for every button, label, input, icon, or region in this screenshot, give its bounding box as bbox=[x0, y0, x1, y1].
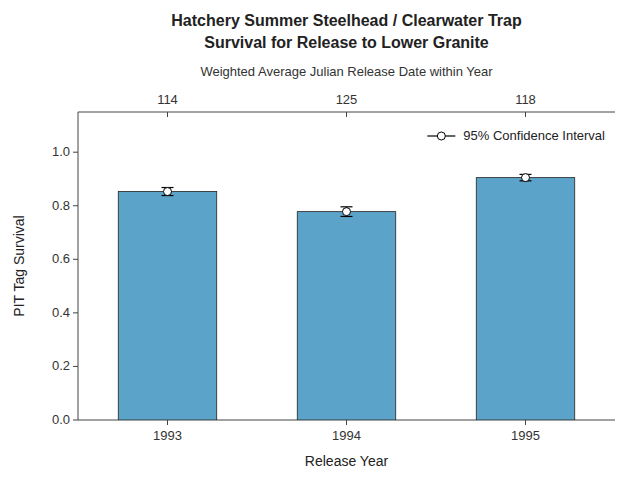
y-tick bbox=[73, 312, 78, 313]
y-tick-label: 0.2 bbox=[52, 358, 70, 373]
y-tick bbox=[73, 152, 78, 153]
error-point bbox=[343, 208, 351, 216]
x-axis: 1993 1994 1995 bbox=[78, 420, 615, 443]
y-tick bbox=[73, 420, 78, 421]
error-bar bbox=[341, 207, 353, 217]
x2-axis-label: Weighted Average Julian Release Date wit… bbox=[200, 64, 493, 79]
x-tick-label: 1995 bbox=[511, 428, 540, 443]
y-tick-label: 0.8 bbox=[52, 198, 70, 213]
y-tick bbox=[73, 205, 78, 206]
bar bbox=[297, 212, 395, 420]
x-tick bbox=[525, 420, 526, 425]
error-point bbox=[522, 174, 530, 182]
bar bbox=[118, 192, 216, 420]
error-point bbox=[164, 188, 172, 196]
y-tick bbox=[73, 366, 78, 367]
y-tick-label: 0.0 bbox=[52, 412, 70, 427]
y-tick bbox=[73, 259, 78, 260]
y-axis: 0.0 0.2 0.4 0.6 0.8 1.0 bbox=[52, 112, 78, 427]
legend: 95% Confidence Interval bbox=[427, 128, 605, 143]
bar bbox=[476, 178, 574, 420]
legend-label: 95% Confidence Interval bbox=[463, 128, 605, 143]
x2-axis: 114 125 118 bbox=[78, 92, 615, 117]
error-bar bbox=[162, 188, 174, 196]
y-axis-line bbox=[78, 112, 79, 420]
y-tick-label: 0.6 bbox=[52, 251, 70, 266]
legend-marker bbox=[437, 132, 445, 140]
chart: Hatchery Summer Steelhead / Clearwater T… bbox=[0, 0, 640, 480]
x2-tick-label: 125 bbox=[336, 92, 358, 107]
subtitle: Survival for Release to Lower Granite bbox=[204, 34, 489, 51]
x-tick bbox=[346, 420, 347, 425]
x-tick-label: 1993 bbox=[153, 428, 182, 443]
title: Hatchery Summer Steelhead / Clearwater T… bbox=[171, 12, 522, 29]
x2-tick bbox=[525, 112, 526, 117]
y-axis-label: PIT Tag Survival bbox=[11, 215, 27, 316]
error-bar bbox=[520, 174, 532, 182]
x-axis-label: Release Year bbox=[305, 453, 389, 469]
x-tick-label: 1994 bbox=[332, 428, 361, 443]
x2-tick bbox=[346, 112, 347, 117]
y-tick-label: 0.4 bbox=[52, 305, 70, 320]
x-tick bbox=[167, 420, 168, 425]
x2-tick-label: 114 bbox=[157, 92, 178, 107]
plot-area bbox=[118, 174, 574, 420]
x2-tick bbox=[167, 112, 168, 117]
x2-tick-label: 118 bbox=[515, 92, 536, 107]
y-tick-label: 1.0 bbox=[52, 144, 70, 159]
